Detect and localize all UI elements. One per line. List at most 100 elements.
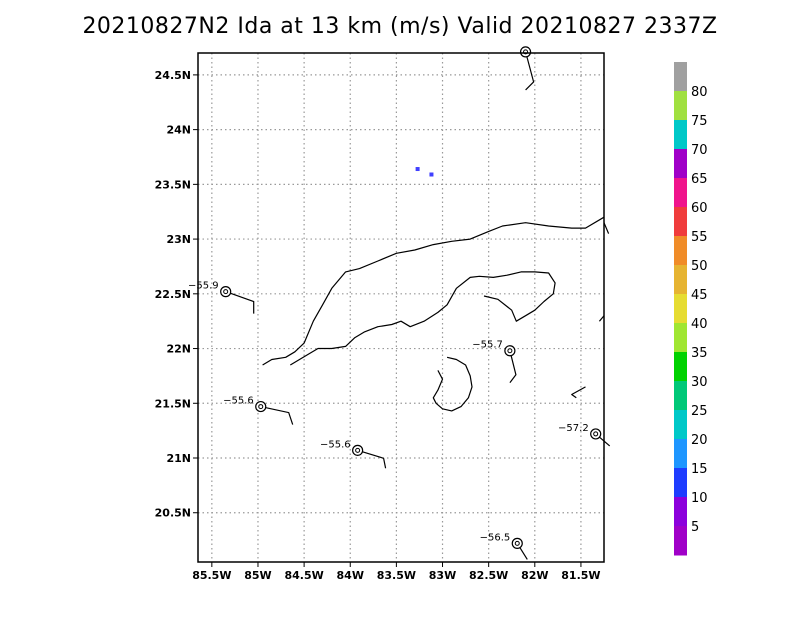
- coastline: [432, 356, 473, 412]
- legend-swatch: [674, 265, 687, 295]
- legend-label: 55: [691, 230, 708, 245]
- wind-station: −55.6: [223, 396, 294, 425]
- station-ring-icon: [590, 428, 602, 440]
- station-ring-icon: [511, 537, 523, 549]
- legend-swatch: [674, 207, 687, 237]
- legend-label: 15: [691, 462, 708, 477]
- temperature-pixels: [415, 167, 434, 177]
- lat-tick-label: 21.5N: [155, 397, 191, 410]
- color-legend: 80 75 70 65 60 55 50 45 40 35 30 25 20 15 10 5: [674, 62, 708, 556]
- station-ring-icon: [352, 444, 364, 456]
- wind-station: −55.7: [472, 340, 517, 384]
- legend-label: 70: [691, 143, 708, 158]
- station-center-icon: [507, 348, 513, 354]
- page-title: 20210827N2 Ida at 13 km (m/s) Valid 2021…: [82, 14, 718, 39]
- lat-tick-label: 23.5N: [155, 178, 191, 191]
- legend-label: 5: [691, 520, 699, 535]
- legend-label: 75: [691, 114, 708, 129]
- legend-swatch: [674, 381, 687, 411]
- wind-station: −57.2: [558, 423, 611, 447]
- lon-tick-label: 83.5W: [377, 569, 416, 582]
- wind-barb: [509, 350, 517, 384]
- legend-swatch: [674, 468, 687, 498]
- lon-tick-label: 82.5W: [469, 569, 508, 582]
- coastline: [289, 271, 556, 366]
- legend-swatch: [674, 410, 687, 440]
- legend-swatch: [674, 526, 687, 556]
- legend-label: 35: [691, 346, 708, 361]
- station-value-label: −57.2: [558, 423, 589, 434]
- legend-swatch: [674, 236, 687, 266]
- lon-tick-label: 84.5W: [284, 569, 323, 582]
- wind-station: −55.6: [320, 439, 387, 469]
- legend-label: 65: [691, 172, 708, 187]
- legend-label: 25: [691, 404, 708, 419]
- wind-station: [519, 46, 535, 91]
- legend-label: 40: [691, 317, 708, 332]
- wind-stations: −55.9 −55.6 −55.6 −55.7 −57.2 −56.5: [188, 46, 611, 560]
- legend-label: 20: [691, 433, 708, 448]
- station-center-icon: [593, 431, 599, 437]
- coastlines: [262, 216, 610, 412]
- legend-label: 30: [691, 375, 708, 390]
- lat-tick-label: 24.5N: [155, 69, 191, 82]
- legend-label: 80: [691, 85, 708, 100]
- station-center-icon: [258, 404, 264, 410]
- lat-tick-label: 21N: [166, 452, 191, 465]
- data-pixel: [429, 172, 434, 177]
- legend-swatch: [674, 178, 687, 208]
- legend-swatch: [674, 497, 687, 527]
- coastline: [598, 315, 605, 322]
- lat-tick-label: 22N: [166, 343, 191, 356]
- station-ring-icon: [504, 345, 516, 357]
- lon-tick-label: 85W: [244, 569, 271, 582]
- wind-barb: [357, 449, 387, 469]
- station-value-label: −56.5: [480, 532, 511, 543]
- legend-swatch: [674, 294, 687, 324]
- station-value-label: −55.7: [472, 340, 503, 351]
- legend-swatch: [674, 120, 687, 150]
- lat-tick-label: 20.5N: [155, 507, 191, 520]
- legend-swatch: [674, 323, 687, 353]
- coastline: [571, 386, 586, 399]
- axis-ticks: 85.5W 85W 84.5W 84W 83.5W 83W 82.5W 82W 81.5W 24.…: [155, 69, 601, 582]
- lat-tick-label: 24N: [166, 124, 191, 137]
- legend-swatch: [674, 91, 687, 121]
- wind-station: −55.9: [188, 281, 255, 314]
- lon-tick-label: 85.5W: [192, 569, 231, 582]
- station-ring-icon: [220, 286, 232, 298]
- lon-tick-label: 84W: [337, 569, 364, 582]
- lon-tick-label: 81.5W: [561, 569, 600, 582]
- legend-swatch: [674, 439, 687, 469]
- lon-tick-label: 82W: [521, 569, 548, 582]
- wind-barb: [260, 406, 294, 425]
- station-value-label: −55.6: [320, 439, 351, 450]
- station-value-label: −55.9: [188, 281, 219, 292]
- wind-station: −56.5: [480, 532, 528, 560]
- station-center-icon: [355, 447, 361, 453]
- legend-label: 10: [691, 491, 708, 506]
- coastline: [262, 216, 605, 366]
- map-frame: [197, 52, 605, 563]
- coastline: [603, 222, 610, 234]
- station-value-label: −55.6: [223, 396, 254, 407]
- grid-lines: [198, 53, 604, 562]
- lat-tick-label: 22.5N: [155, 288, 191, 301]
- wind-barb: [225, 291, 255, 314]
- legend-swatch: [674, 149, 687, 179]
- station-ring-icon: [519, 46, 532, 58]
- legend-label: 50: [691, 259, 708, 274]
- legend-swatch: [674, 352, 687, 382]
- legend-swatch: [674, 62, 687, 92]
- legend-label: 60: [691, 201, 708, 216]
- legend-label: 45: [691, 288, 708, 303]
- data-pixel: [415, 167, 420, 172]
- wind-barb: [525, 51, 535, 91]
- lat-tick-label: 23N: [166, 233, 191, 246]
- station-center-icon: [514, 540, 520, 546]
- station-ring-icon: [255, 400, 267, 413]
- station-center-icon: [523, 49, 529, 55]
- lon-tick-label: 83W: [429, 569, 456, 582]
- station-center-icon: [223, 289, 229, 295]
